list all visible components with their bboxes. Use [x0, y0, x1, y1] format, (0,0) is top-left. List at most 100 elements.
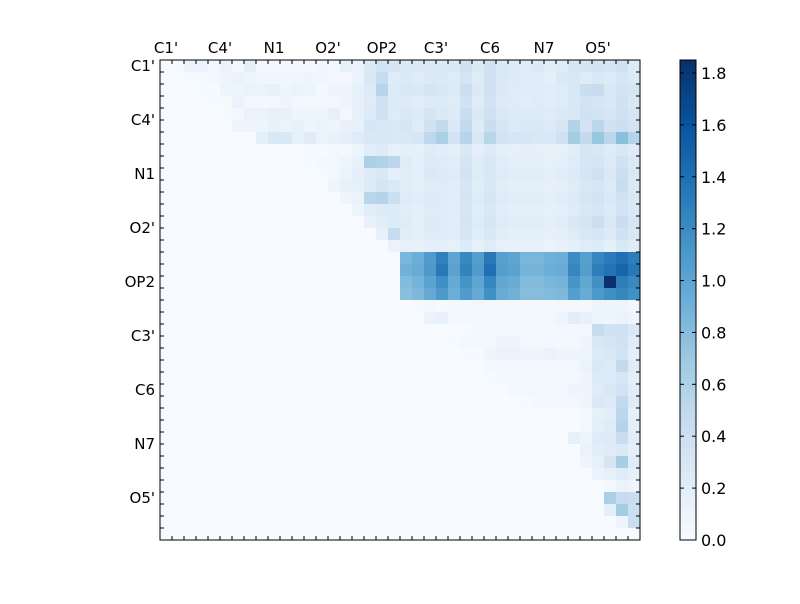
heatmap-cell [520, 204, 533, 217]
heatmap-cell [580, 480, 593, 493]
heatmap-cell [520, 480, 533, 493]
heatmap-cell [448, 204, 461, 217]
heatmap-cell [352, 288, 365, 301]
heatmap-cell [448, 300, 461, 313]
heatmap-cell [472, 60, 485, 73]
heatmap-cell [244, 468, 257, 481]
heatmap-cell [484, 516, 497, 529]
heatmap-cell [424, 420, 437, 433]
heatmap-cell [244, 264, 257, 277]
heatmap-cell [328, 468, 341, 481]
heatmap-cell [436, 228, 449, 241]
heatmap-cell [268, 144, 281, 157]
heatmap-cell [604, 96, 617, 109]
heatmap-cell [604, 72, 617, 85]
heatmap-cell [496, 408, 509, 421]
heatmap-cell [604, 144, 617, 157]
heatmap-cell [388, 216, 401, 229]
heatmap-cell [424, 372, 437, 385]
heatmap-cell [436, 432, 449, 445]
heatmap-cell [460, 504, 473, 517]
heatmap-cell [340, 468, 353, 481]
heatmap-cell [292, 468, 305, 481]
heatmap-cell [256, 132, 269, 145]
heatmap-cell [304, 492, 317, 505]
heatmap-cell [340, 264, 353, 277]
heatmap-cell [460, 228, 473, 241]
heatmap-cell [196, 120, 209, 133]
heatmap-cell [484, 456, 497, 469]
heatmap-cell [544, 456, 557, 469]
heatmap-cell [160, 288, 173, 301]
heatmap-cell [388, 96, 401, 109]
heatmap-cell [532, 492, 545, 505]
heatmap-cell [232, 192, 245, 205]
heatmap-cell [196, 384, 209, 397]
heatmap-cell [184, 312, 197, 325]
heatmap-cell [604, 240, 617, 253]
heatmap-cell [424, 240, 437, 253]
heatmap-cell [424, 336, 437, 349]
heatmap-cell [388, 84, 401, 97]
heatmap-cell [424, 216, 437, 229]
x-tick-label: N1 [264, 39, 285, 57]
heatmap-cell [448, 240, 461, 253]
heatmap-cell [160, 372, 173, 385]
heatmap-cell [196, 504, 209, 517]
heatmap-cell [604, 312, 617, 325]
heatmap-cell [160, 120, 173, 133]
heatmap-cell [292, 444, 305, 457]
heatmap-cell [400, 300, 413, 313]
heatmap-cell [268, 132, 281, 145]
heatmap-cell [412, 84, 425, 97]
heatmap-cell [172, 396, 185, 409]
heatmap-cell [316, 384, 329, 397]
heatmap-cell [424, 348, 437, 361]
heatmap-cell [460, 288, 473, 301]
heatmap-cell [316, 192, 329, 205]
heatmap-cell [376, 444, 389, 457]
heatmap-cell [460, 420, 473, 433]
heatmap-cell [436, 252, 449, 265]
heatmap-cell [568, 480, 581, 493]
heatmap-cell [496, 516, 509, 529]
heatmap-cell [412, 252, 425, 265]
heatmap-cell [532, 264, 545, 277]
y-tick-label: C4' [131, 111, 155, 129]
heatmap-cell [604, 60, 617, 73]
heatmap-cell [316, 180, 329, 193]
heatmap-cell [436, 516, 449, 529]
heatmap-cell [388, 312, 401, 325]
heatmap-cell [352, 120, 365, 133]
heatmap-cell [280, 204, 293, 217]
heatmap-cell [508, 144, 521, 157]
heatmap-cell [352, 348, 365, 361]
heatmap-cell [436, 348, 449, 361]
heatmap-cell [448, 324, 461, 337]
heatmap-cell [184, 396, 197, 409]
heatmap-cell [292, 180, 305, 193]
heatmap-cell [268, 228, 281, 241]
heatmap-cell [280, 156, 293, 169]
heatmap-cell [352, 192, 365, 205]
heatmap-cell [556, 372, 569, 385]
heatmap-cell [412, 444, 425, 457]
heatmap-cell [580, 216, 593, 229]
heatmap-cell [280, 480, 293, 493]
heatmap-cell [484, 408, 497, 421]
heatmap-cell [520, 84, 533, 97]
heatmap-cell [508, 60, 521, 73]
heatmap-cell [352, 324, 365, 337]
heatmap-cell [436, 276, 449, 289]
heatmap-cell [316, 312, 329, 325]
heatmap-cell [208, 348, 221, 361]
heatmap-cell [244, 120, 257, 133]
heatmap-cell [580, 516, 593, 529]
heatmap-cell [244, 336, 257, 349]
heatmap-cell [544, 180, 557, 193]
heatmap-cell [292, 252, 305, 265]
heatmap-cell [376, 300, 389, 313]
heatmap-cell [424, 456, 437, 469]
heatmap-cell [484, 144, 497, 157]
heatmap-cell [496, 480, 509, 493]
